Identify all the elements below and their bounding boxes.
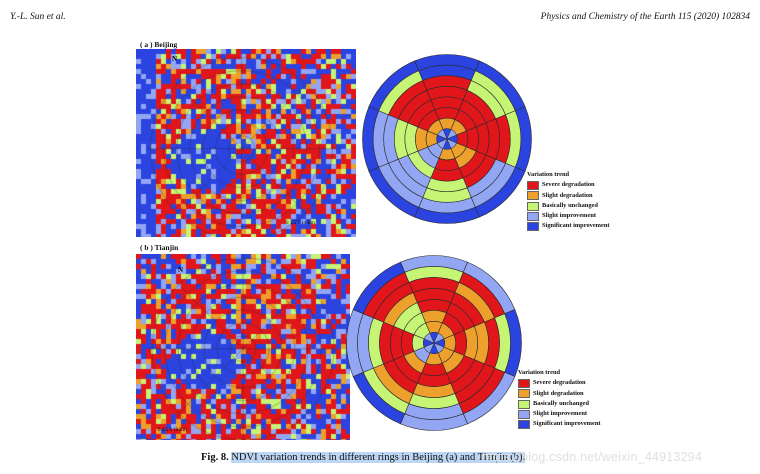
header-journal: Physics and Chemistry of the Earth 115 (… — [540, 12, 750, 22]
legend-item: Severe degradation — [518, 378, 601, 388]
figure-caption: Fig. 8. NDVI variation trends in differe… — [201, 452, 526, 463]
legend-label: Slight degradation — [533, 389, 584, 397]
legend-label: Basically unchanged — [542, 201, 598, 209]
legend-swatch — [518, 389, 530, 399]
legend-item: Severe degradation — [527, 180, 610, 190]
legend-item: Slight degradation — [518, 389, 601, 399]
legend-swatch — [527, 222, 539, 232]
legend-swatch — [518, 420, 530, 430]
legend-a-title: Variation trend — [527, 171, 570, 178]
beijing-ring-wheel — [362, 54, 532, 224]
legend-swatch — [518, 399, 530, 409]
legend-b-title: Variation trend — [518, 369, 561, 376]
legend-label: Basically unchanged — [533, 399, 589, 407]
legend-label: Significant improvement — [533, 420, 601, 428]
legend-a: Variation trend Severe degradation Slight… — [527, 170, 610, 232]
legend-label: Severe degradation — [533, 379, 586, 387]
legend-swatch — [527, 180, 539, 190]
watermark: https://blog.csdn.net/weixin_44913294 — [482, 450, 703, 464]
legend-label: Severe degradation — [542, 181, 595, 189]
legend-label: Slight improvement — [542, 212, 597, 220]
legend-item: Slight degradation — [527, 191, 610, 201]
figure-number: Fig. 8. — [201, 452, 229, 463]
tianjin-ring-wheel — [346, 255, 522, 431]
legend-label: Slight improvement — [533, 410, 588, 418]
north-arrow-b-icon: N — [178, 266, 184, 274]
panel-a-label: ( a ) Beijing — [140, 40, 178, 49]
legend-item: Basically unchanged — [518, 399, 601, 409]
legend-swatch — [527, 201, 539, 211]
header-authors: Y.-L. Sun et al. — [10, 12, 66, 22]
legend-swatch — [527, 211, 539, 221]
scale-bar-b: 0 4.5 9 18 Km — [158, 428, 187, 433]
legend-item: Slight improvement — [518, 409, 601, 419]
legend-item: Significant improvement — [527, 221, 610, 232]
legend-item: Slight improvement — [527, 211, 610, 221]
legend-label: Slight degradation — [542, 191, 593, 199]
ring-center-sector — [423, 332, 435, 344]
legend-swatch — [518, 378, 530, 388]
legend-swatch — [527, 191, 539, 201]
legend-swatch — [518, 409, 530, 419]
legend-b: Variation trend Severe degradation Slight… — [518, 368, 601, 430]
panel-b-label: ( b ) Tianjin — [140, 243, 179, 252]
scale-bar-a: 0 3.5 7 14 Km — [286, 221, 315, 226]
tianjin-ndvi-map: 0 4.5 9 18 Km N — [136, 254, 350, 440]
beijing-ndvi-map: 0 3.5 7 14 Km N — [136, 49, 356, 237]
legend-label: Significant improvement — [542, 222, 610, 230]
ring-center-sector — [437, 129, 448, 140]
legend-item: Basically unchanged — [527, 201, 610, 211]
north-arrow-a-icon: N — [172, 55, 178, 63]
legend-item: Significant improvement — [518, 419, 601, 430]
figure-caption-text: NDVI variation trends in different rings… — [231, 452, 526, 463]
